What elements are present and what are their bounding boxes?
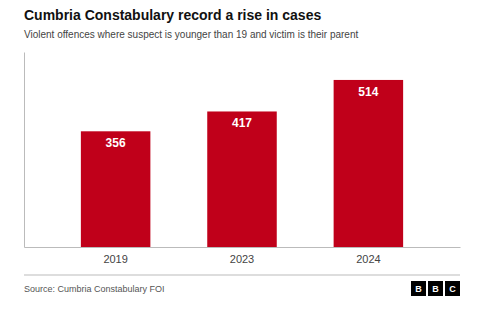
separator xyxy=(24,275,460,276)
x-tick: 2024 xyxy=(356,247,380,265)
subtitle: Violent offences where suspect is younge… xyxy=(24,29,358,40)
logo-text: B xyxy=(415,284,422,294)
plot: 2019 2023 2024 356 417 514 xyxy=(25,53,461,265)
logo-letter-group: C xyxy=(445,281,460,296)
x-axis: 2019 2023 2024 xyxy=(25,247,461,265)
data-label: 514 xyxy=(358,85,378,99)
logo-text: C xyxy=(449,284,456,294)
bar xyxy=(81,131,151,247)
logo: BBC xyxy=(411,281,460,296)
x-axis-line xyxy=(25,247,461,248)
logo-letter-group: B xyxy=(428,281,443,296)
logo-box xyxy=(445,281,460,296)
y-axis xyxy=(24,53,25,248)
x-tick: 2019 xyxy=(103,247,127,265)
y-axis-line xyxy=(24,53,25,248)
logo-text: B xyxy=(432,284,439,294)
bars xyxy=(81,80,403,247)
data-label: 356 xyxy=(106,136,126,150)
logo-box xyxy=(428,281,443,296)
x-tick: 2023 xyxy=(230,247,254,265)
chart: Cumbria Constabulary record a rise in ca… xyxy=(0,0,480,309)
logo-box xyxy=(411,281,426,296)
x-tick-label: 2023 xyxy=(230,253,254,265)
data-label: 417 xyxy=(232,116,252,130)
logo-letter-group: B xyxy=(411,281,426,296)
bar xyxy=(207,111,277,247)
x-tick-label: 2024 xyxy=(356,253,380,265)
source: Source: Cumbria Constabulary FOI xyxy=(24,284,165,294)
title: Cumbria Constabulary record a rise in ca… xyxy=(24,7,321,23)
bar xyxy=(334,80,404,247)
x-tick-label: 2019 xyxy=(103,253,127,265)
data-labels: 356 417 514 xyxy=(106,85,379,150)
